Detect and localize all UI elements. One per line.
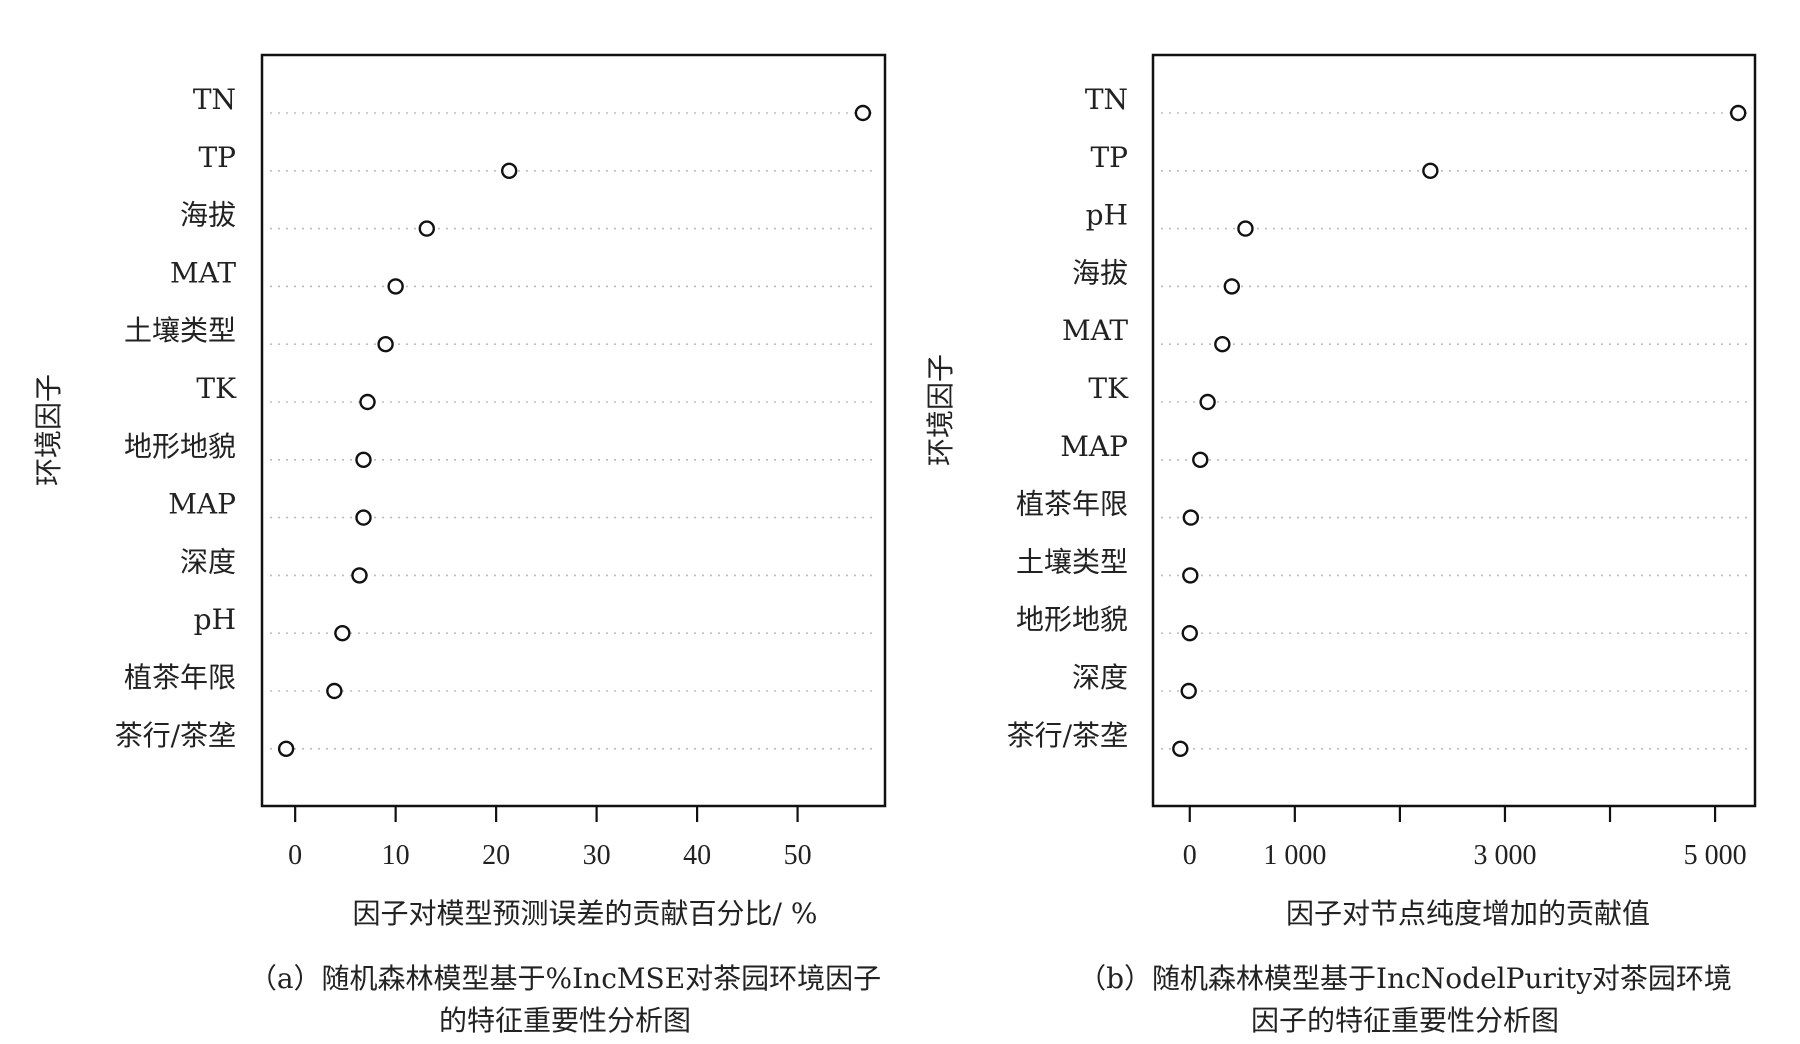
- y-tick-label: TK: [1088, 372, 1129, 405]
- y-tick-label: 地形地貌: [1016, 603, 1128, 636]
- x-tick-label: 30: [583, 840, 611, 871]
- y-axis-label-b: 环境因子: [924, 354, 957, 466]
- y-tick-label: TP: [198, 141, 236, 174]
- caption-a-line1: （a）随机森林模型基于%IncMSE对茶园环境因子: [249, 962, 881, 995]
- y-tick-label: 海拔: [1072, 256, 1128, 289]
- y-tick-label: 茶行/茶垄: [1007, 719, 1128, 752]
- data-point: [1422, 162, 1439, 180]
- data-point: [1237, 220, 1254, 237]
- y-tick-label: MAT: [170, 256, 236, 289]
- plot-frame-b: [1151, 53, 1757, 808]
- y-tick-label: TP: [1090, 141, 1128, 174]
- x-tick-label: 0: [1183, 840, 1197, 871]
- data-point: [1223, 278, 1240, 295]
- data-point: [1172, 740, 1189, 757]
- y-tick-label: 土壤类型: [124, 314, 236, 347]
- data-point: [387, 278, 404, 295]
- data-point: [500, 162, 518, 180]
- data-point: [1199, 393, 1216, 411]
- data-point: [326, 682, 343, 700]
- x-axis-label-a: 因子对模型预测误差的贡献百分比/ %: [353, 897, 818, 930]
- x-tick-label: 1 000: [1263, 840, 1326, 871]
- y-tick-label: MAP: [168, 488, 236, 521]
- x-tick-label: 3 000: [1473, 840, 1536, 871]
- data-point: [1192, 451, 1209, 468]
- y-tick-label: pH: [194, 603, 236, 636]
- x-tick-label: 10: [382, 840, 410, 871]
- data-point: [351, 567, 368, 584]
- y-tick-label: 植茶年限: [1016, 488, 1128, 521]
- x-tick-label: 40: [683, 840, 711, 871]
- data-point: [277, 740, 295, 757]
- y-tick-label: 深度: [1072, 661, 1128, 694]
- data-point: [355, 509, 372, 526]
- x-axis-label-b: 因子对节点纯度增加的贡献值: [1286, 897, 1650, 930]
- x-tick-label: 5 000: [1684, 840, 1747, 871]
- caption-b-line2: 因子的特征重要性分析图: [1251, 1004, 1559, 1037]
- y-tick-label: 茶行/茶垄: [115, 719, 236, 752]
- data-point: [1214, 336, 1231, 353]
- y-tick-label: TK: [196, 372, 237, 405]
- y-tick-label: TN: [1085, 83, 1128, 116]
- data-point: [334, 625, 351, 642]
- x-tick-label: 50: [784, 840, 812, 871]
- data-point: [418, 220, 435, 237]
- data-point: [355, 451, 372, 468]
- caption-b-line1: （b）随机森林模型基于IncNodelPurity对茶园环境: [1078, 962, 1732, 995]
- y-tick-label: MAT: [1062, 314, 1128, 347]
- y-tick-label: 植茶年限: [124, 661, 236, 694]
- caption-a-line2: 的特征重要性分析图: [439, 1004, 691, 1037]
- data-point: [359, 393, 376, 411]
- y-tick-label: MAP: [1060, 430, 1128, 463]
- plot-frame-a: [260, 53, 887, 808]
- y-tick-label: 深度: [180, 545, 236, 578]
- data-point: [1729, 104, 1747, 122]
- y-tick-label: 地形地貌: [124, 430, 236, 463]
- x-tick-label: 0: [288, 840, 302, 871]
- data-point: [1180, 682, 1197, 700]
- y-tick-label: pH: [1086, 199, 1128, 232]
- y-axis-label-a: 环境因子: [32, 374, 65, 486]
- data-point: [1182, 509, 1200, 526]
- y-tick-label: 土壤类型: [1016, 545, 1128, 578]
- data-point: [377, 336, 394, 353]
- y-tick-label: 海拔: [180, 199, 236, 232]
- y-tick-label: TN: [193, 83, 236, 116]
- data-point: [854, 104, 872, 122]
- x-tick-label: 20: [482, 840, 510, 871]
- data-point: [1182, 567, 1199, 584]
- data-point: [1181, 625, 1198, 642]
